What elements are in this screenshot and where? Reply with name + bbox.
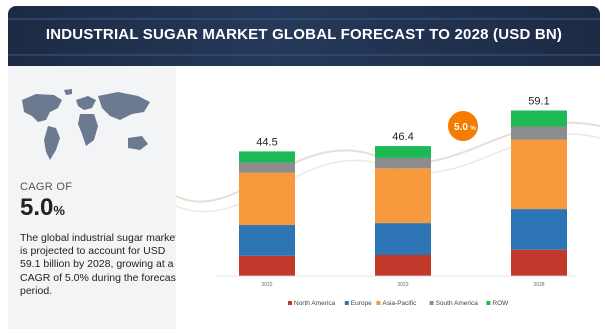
bar-segment-south-america xyxy=(511,126,567,140)
stacked-bar-chart: 44.5 46.4 59.1 2022 2023 2028 5.0% North Ame… xyxy=(175,96,601,307)
page-title: INDUSTRIAL SUGAR MARKET GLOBAL FORECAST … xyxy=(45,26,563,43)
bar-total-label: 46.4 xyxy=(392,131,413,143)
bars-group xyxy=(216,110,576,277)
header-banner: INDUSTRIAL SUGAR MARKET GLOBAL FORECAST … xyxy=(8,6,600,66)
bar-segment-asia-pacific xyxy=(239,172,295,226)
bar-segment-south-america xyxy=(239,162,295,173)
market-description: The global industrial sugar market is pr… xyxy=(20,232,179,297)
legend-swatch xyxy=(429,301,434,305)
legend-swatch xyxy=(486,301,491,305)
bar-segment-europe xyxy=(375,223,431,255)
cagr-badge-suffix: % xyxy=(470,126,476,132)
cagr-label: CAGR OF xyxy=(20,181,73,193)
bar-total-label: 59.1 xyxy=(528,96,549,108)
legend-swatch xyxy=(344,301,349,305)
bar-segment-europe xyxy=(239,225,295,256)
bar-segment-asia-pacific xyxy=(375,168,431,224)
x-tick-label: 2022 xyxy=(261,282,272,288)
bar-segment-row xyxy=(375,146,431,158)
bar-total-label: 44.5 xyxy=(256,136,277,148)
world-map-icon xyxy=(22,89,150,160)
cagr-badge: 5.0% xyxy=(448,111,478,141)
cagr-number: 5.0 xyxy=(20,194,54,221)
total-labels-group: 44.5 46.4 59.1 xyxy=(256,96,549,149)
cagr-badge-text: 5.0 xyxy=(454,122,468,133)
legend-label: Asia-Pacific xyxy=(382,300,417,307)
legend-label: ROW xyxy=(492,300,509,307)
bar-segment-north-america xyxy=(239,255,295,276)
legend-swatch xyxy=(288,301,292,305)
x-tick-label: 2028 xyxy=(533,282,544,288)
bar-segment-south-america xyxy=(375,157,431,169)
cagr-value: 5.0% xyxy=(20,194,65,222)
legend: North America Europe Asia-Pacific South Ame… xyxy=(288,300,509,307)
bar-segment-row xyxy=(511,110,567,127)
legend-swatch xyxy=(376,301,381,305)
cagr-percent-sign: % xyxy=(53,203,65,218)
chart-area: 44.5 46.4 59.1 2022 2023 2028 5.0% North Ame… xyxy=(175,66,601,329)
cagr-badge-circle xyxy=(448,111,478,141)
legend-label: South America xyxy=(436,300,479,307)
bar-segment-asia-pacific xyxy=(511,139,567,209)
bar-segment-row xyxy=(239,151,295,163)
x-tick-label: 2023 xyxy=(397,282,408,288)
bar-segment-north-america xyxy=(375,255,431,276)
legend-label: Europe xyxy=(351,300,372,307)
legend-label: North America xyxy=(294,300,336,307)
bar-segment-europe xyxy=(511,209,567,250)
x-tick-labels-group: 2022 2023 2028 xyxy=(261,282,544,288)
bar-segment-north-america xyxy=(511,249,567,276)
